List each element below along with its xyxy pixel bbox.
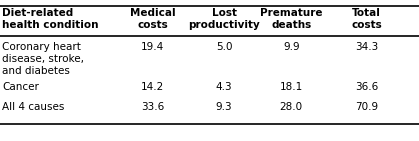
Text: 36.6: 36.6 xyxy=(355,82,378,92)
Text: 9.3: 9.3 xyxy=(216,102,233,112)
Text: 18.1: 18.1 xyxy=(279,82,303,92)
Text: Total
costs: Total costs xyxy=(351,8,382,30)
Text: Lost
productivity: Lost productivity xyxy=(188,8,260,30)
Text: 28.0: 28.0 xyxy=(279,102,303,112)
Text: 33.6: 33.6 xyxy=(141,102,165,112)
Text: Premature
deaths: Premature deaths xyxy=(260,8,323,30)
Text: 4.3: 4.3 xyxy=(216,82,233,92)
Text: Diet-related
health condition: Diet-related health condition xyxy=(2,8,98,30)
Text: 70.9: 70.9 xyxy=(355,102,378,112)
Text: 5.0: 5.0 xyxy=(216,42,233,52)
Text: Cancer: Cancer xyxy=(2,82,39,92)
Text: Medical
costs: Medical costs xyxy=(130,8,176,30)
Text: 19.4: 19.4 xyxy=(141,42,165,52)
Text: 34.3: 34.3 xyxy=(355,42,378,52)
Text: 14.2: 14.2 xyxy=(141,82,165,92)
Text: Coronary heart
disease, stroke,
and diabetes: Coronary heart disease, stroke, and diab… xyxy=(2,42,84,76)
Text: All 4 causes: All 4 causes xyxy=(2,102,65,112)
Text: 9.9: 9.9 xyxy=(283,42,300,52)
